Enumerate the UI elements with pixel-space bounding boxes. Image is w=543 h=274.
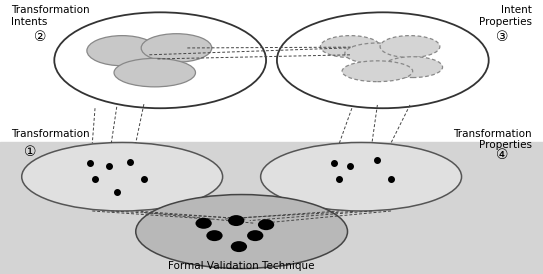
Text: Transformation
Properties: Transformation Properties	[453, 129, 532, 150]
Ellipse shape	[277, 12, 489, 108]
Text: Transformation: Transformation	[11, 129, 90, 139]
Text: ③: ③	[496, 30, 509, 44]
Ellipse shape	[231, 241, 247, 252]
Ellipse shape	[206, 230, 223, 241]
Text: ①: ①	[23, 145, 36, 159]
Ellipse shape	[383, 57, 443, 78]
Ellipse shape	[141, 34, 212, 62]
Text: Transformation
Intents: Transformation Intents	[11, 5, 90, 27]
Ellipse shape	[136, 195, 348, 269]
Ellipse shape	[345, 43, 410, 64]
Ellipse shape	[261, 142, 462, 211]
Ellipse shape	[342, 61, 413, 82]
Ellipse shape	[87, 36, 157, 66]
Ellipse shape	[54, 12, 266, 108]
Ellipse shape	[320, 36, 380, 58]
Text: ②: ②	[34, 30, 47, 44]
Text: Intent
Properties: Intent Properties	[479, 5, 532, 27]
Ellipse shape	[114, 58, 195, 87]
Ellipse shape	[258, 219, 274, 230]
Ellipse shape	[228, 215, 244, 226]
Ellipse shape	[380, 36, 440, 58]
Text: Formal Validation Technique: Formal Validation Technique	[168, 261, 315, 271]
Bar	[0, 142, 543, 274]
Ellipse shape	[22, 142, 223, 211]
Ellipse shape	[195, 218, 212, 229]
Ellipse shape	[247, 230, 263, 241]
Text: ④: ④	[496, 148, 509, 162]
